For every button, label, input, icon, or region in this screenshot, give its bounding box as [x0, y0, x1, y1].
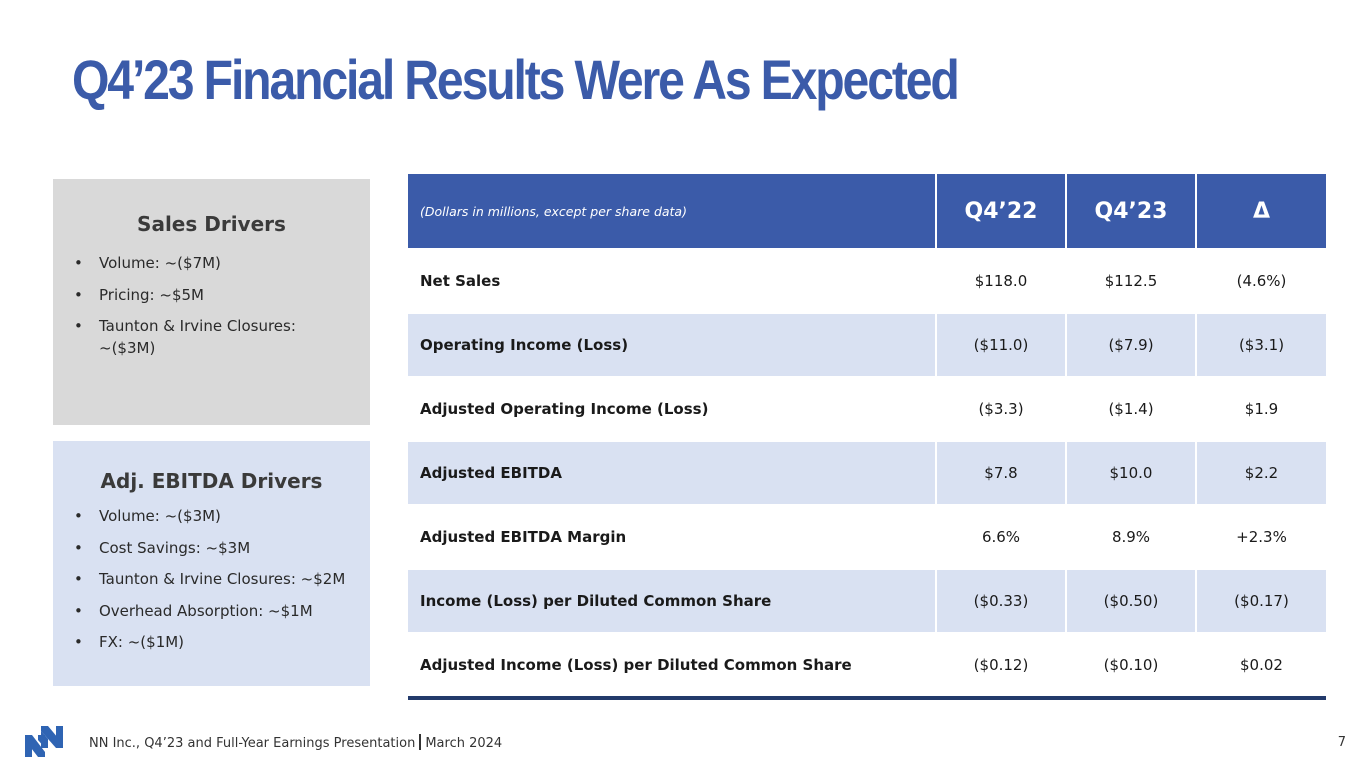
cell-q4-23: 8.9%: [1066, 504, 1197, 569]
list-item: Pricing: ~$5M: [74, 284, 360, 306]
sales-drivers-list: Volume: ~($7M) Pricing: ~$5M Taunton & I…: [53, 252, 370, 359]
cell-delta: +2.3%: [1196, 504, 1326, 569]
cell-q4-22: ($11.0): [936, 312, 1067, 377]
page-title: Q4’23 Financial Results Were As Expected: [72, 48, 960, 111]
row-label: Adjusted Operating Income (Loss): [408, 376, 937, 441]
list-item: Overhead Absorption: ~$1M: [74, 600, 360, 622]
column-header-q4-22: Q4’22: [936, 174, 1067, 249]
list-item: Cost Savings: ~$3M: [74, 537, 360, 559]
cell-q4-22: $7.8: [936, 440, 1067, 505]
table-row: Adjusted EBITDA $7.8 $10.0 $2.2: [408, 440, 1326, 505]
table-row: Adjusted EBITDA Margin 6.6% 8.9% +2.3%: [408, 504, 1326, 569]
ebitda-drivers-heading: Adj. EBITDA Drivers: [100, 469, 323, 493]
table-row: Net Sales $118.0 $112.5 (4.6%): [408, 248, 1326, 313]
financial-results-table: (Dollars in millions, except per share d…: [408, 174, 1326, 700]
sales-drivers-heading: Sales Drivers: [137, 212, 286, 236]
row-label: Operating Income (Loss): [408, 312, 937, 377]
table-row: Operating Income (Loss) ($11.0) ($7.9) (…: [408, 312, 1326, 377]
cell-q4-23: ($7.9): [1066, 312, 1197, 377]
cell-delta: ($0.17): [1196, 568, 1326, 633]
row-label: Income (Loss) per Diluted Common Share: [408, 568, 937, 633]
cell-q4-22: ($0.12): [936, 632, 1067, 700]
ebitda-drivers-panel: Adj. EBITDA Drivers Volume: ~($3M) Cost …: [53, 441, 370, 686]
cell-q4-23: ($1.4): [1066, 376, 1197, 441]
nn-logo-icon: [25, 726, 63, 757]
cell-delta: $0.02: [1196, 632, 1326, 700]
ebitda-drivers-list: Volume: ~($3M) Cost Savings: ~$3M Taunto…: [53, 505, 370, 653]
cell-delta: $1.9: [1196, 376, 1326, 441]
cell-q4-23: $112.5: [1066, 248, 1197, 313]
cell-q4-23: $10.0: [1066, 440, 1197, 505]
table-row: Adjusted Income (Loss) per Diluted Commo…: [408, 632, 1326, 700]
footer-text: NN Inc., Q4’23 and Full-Year Earnings Pr…: [89, 734, 502, 753]
list-item: Volume: ~($7M): [74, 252, 360, 274]
cell-q4-22: ($0.33): [936, 568, 1067, 633]
table-row: Income (Loss) per Diluted Common Share (…: [408, 568, 1326, 633]
cell-q4-22: $118.0: [936, 248, 1067, 313]
column-header-q4-23: Q4’23: [1066, 174, 1197, 249]
cell-delta: $2.2: [1196, 440, 1326, 505]
column-header-delta: Δ: [1196, 174, 1326, 249]
list-item: Volume: ~($3M): [74, 505, 360, 527]
row-label: Net Sales: [408, 248, 937, 313]
footer-separator: [419, 734, 422, 750]
cell-q4-23: ($0.10): [1066, 632, 1197, 700]
cell-q4-22: ($3.3): [936, 376, 1067, 441]
sales-drivers-panel: Sales Drivers Volume: ~($7M) Pricing: ~$…: [53, 179, 370, 425]
footer-date-text: March 2024: [425, 736, 503, 751]
table-note: (Dollars in millions, except per share d…: [408, 174, 937, 249]
list-item: FX: ~($1M): [74, 631, 360, 653]
row-label: Adjusted EBITDA Margin: [408, 504, 937, 569]
cell-delta: ($3.1): [1196, 312, 1326, 377]
cell-q4-22: 6.6%: [936, 504, 1067, 569]
row-label: Adjusted EBITDA: [408, 440, 937, 505]
list-item: Taunton & Irvine Closures: ~($3M): [74, 315, 360, 359]
cell-q4-23: ($0.50): [1066, 568, 1197, 633]
table-header-row: (Dollars in millions, except per share d…: [408, 174, 1326, 249]
table-row: Adjusted Operating Income (Loss) ($3.3) …: [408, 376, 1326, 441]
footer-company-text: NN Inc., Q4’23 and Full-Year Earnings Pr…: [89, 736, 416, 751]
page-number: 7: [1337, 735, 1346, 750]
row-label: Adjusted Income (Loss) per Diluted Commo…: [408, 632, 937, 700]
list-item: Taunton & Irvine Closures: ~$2M: [74, 568, 360, 590]
cell-delta: (4.6%): [1196, 248, 1326, 313]
